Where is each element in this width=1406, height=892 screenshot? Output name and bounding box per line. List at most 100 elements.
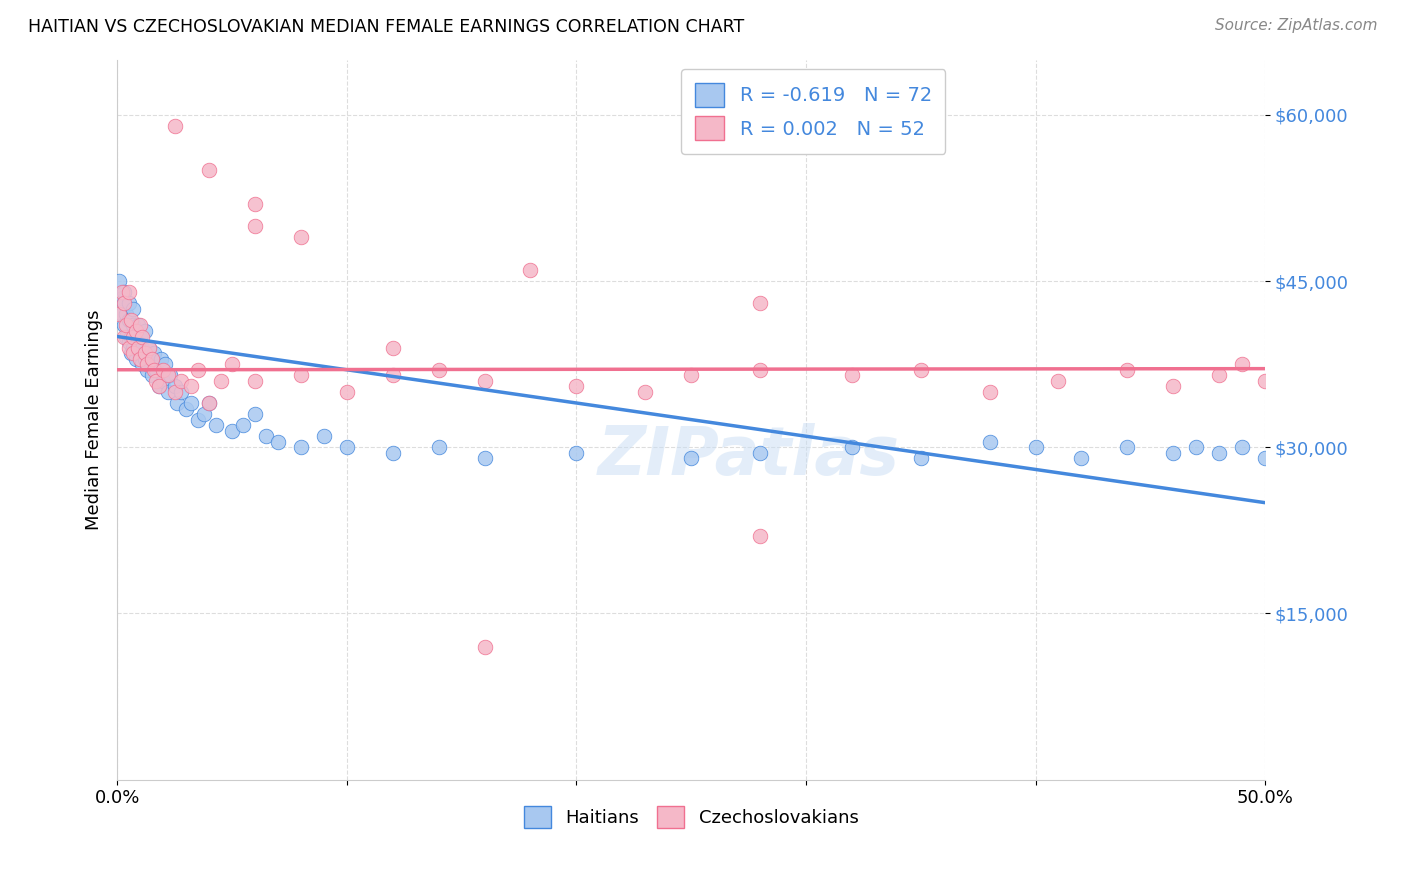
Point [141, 351, 163, 366]
Point [127, 318, 149, 333]
Point [145, 363, 167, 377]
Point [1230, 440, 1253, 454]
Point [159, 368, 181, 383]
Point [205, 418, 228, 433]
Point [127, 334, 149, 349]
Point [156, 384, 179, 399]
Point [155, 357, 177, 371]
Point [186, 412, 208, 426]
Point [180, 379, 202, 393]
Point [142, 363, 165, 377]
Point [221, 424, 243, 438]
Point [243, 219, 266, 233]
Point [474, 451, 496, 466]
Point [148, 379, 170, 393]
Point [152, 374, 174, 388]
Point [198, 163, 221, 178]
Point [749, 446, 772, 460]
Y-axis label: Median Female Earnings: Median Female Earnings [86, 310, 103, 530]
Point [427, 440, 450, 454]
Point [565, 379, 588, 393]
Point [141, 351, 163, 366]
Point [108, 274, 131, 288]
Point [290, 230, 312, 244]
Point [163, 379, 186, 393]
Point [124, 351, 146, 366]
Point [749, 363, 772, 377]
Point [1161, 379, 1184, 393]
Point [243, 196, 266, 211]
Point [221, 357, 243, 371]
Point [118, 285, 141, 300]
Point [519, 263, 541, 277]
Point [115, 318, 138, 333]
Point [122, 329, 145, 343]
Point [243, 374, 266, 388]
Point [381, 368, 404, 383]
Point [163, 119, 186, 133]
Point [1024, 440, 1046, 454]
Point [232, 418, 254, 433]
Point [474, 640, 496, 654]
Point [749, 529, 772, 543]
Point [129, 346, 152, 360]
Point [1254, 374, 1277, 388]
Point [115, 329, 138, 343]
Point [243, 407, 266, 421]
Point [156, 368, 179, 383]
Point [336, 440, 359, 454]
Point [152, 363, 174, 377]
Point [122, 341, 145, 355]
Point [115, 307, 138, 321]
Point [170, 384, 193, 399]
Point [170, 374, 193, 388]
Point [112, 318, 135, 333]
Point [841, 440, 863, 454]
Point [1161, 446, 1184, 460]
Point [186, 363, 208, 377]
Point [910, 451, 932, 466]
Point [111, 307, 134, 321]
Point [267, 434, 290, 449]
Point [180, 396, 202, 410]
Point [841, 368, 863, 383]
Point [118, 313, 141, 327]
Text: ZIPatlas: ZIPatlas [598, 423, 900, 489]
Point [118, 296, 141, 310]
Point [193, 407, 215, 421]
Point [112, 329, 135, 343]
Point [474, 374, 496, 388]
Point [1185, 440, 1208, 454]
Point [166, 396, 188, 410]
Point [122, 346, 145, 360]
Point [131, 341, 153, 355]
Point [134, 324, 156, 338]
Text: Source: ZipAtlas.com: Source: ZipAtlas.com [1215, 18, 1378, 33]
Point [129, 351, 152, 366]
Point [1230, 357, 1253, 371]
Point [122, 318, 145, 333]
Point [1208, 368, 1230, 383]
Text: HAITIAN VS CZECHOSLOVAKIAN MEDIAN FEMALE EARNINGS CORRELATION CHART: HAITIAN VS CZECHOSLOVAKIAN MEDIAN FEMALE… [28, 18, 744, 36]
Point [134, 346, 156, 360]
Point [131, 357, 153, 371]
Point [1208, 446, 1230, 460]
Point [145, 374, 167, 388]
Point [174, 401, 197, 416]
Point [290, 440, 312, 454]
Point [198, 396, 221, 410]
Point [122, 301, 145, 316]
Point [136, 363, 159, 377]
Point [134, 351, 156, 366]
Point [681, 451, 703, 466]
Point [381, 446, 404, 460]
Point [1116, 440, 1139, 454]
Point [108, 307, 131, 321]
Point [312, 429, 335, 443]
Point [336, 384, 359, 399]
Point [127, 341, 149, 355]
Point [198, 396, 221, 410]
Point [111, 291, 134, 305]
Point [163, 384, 186, 399]
Point [910, 363, 932, 377]
